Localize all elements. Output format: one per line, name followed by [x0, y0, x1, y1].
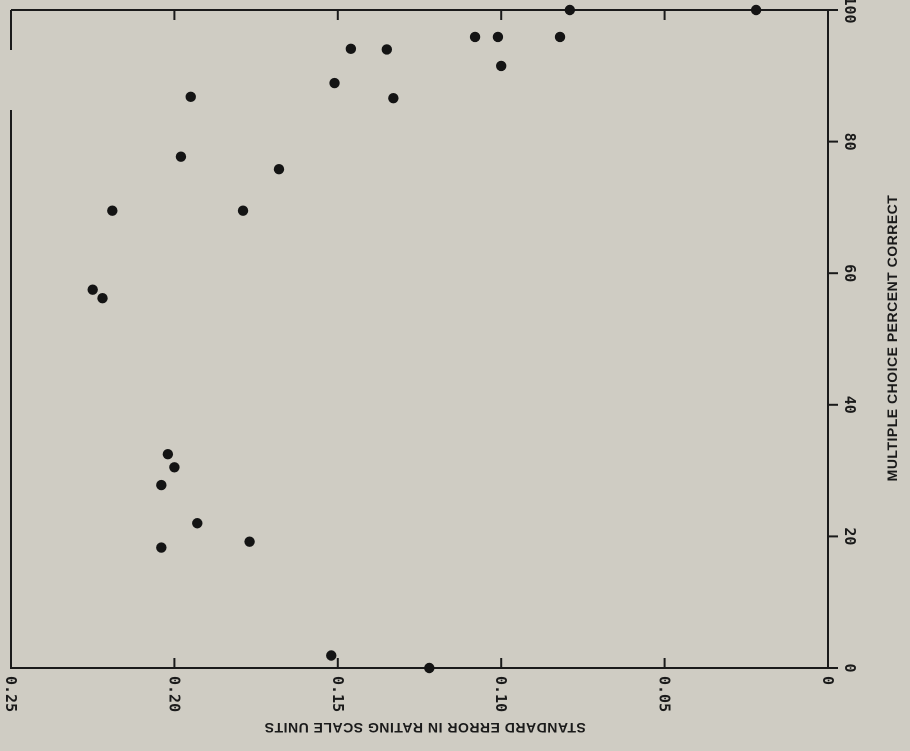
data-point [192, 518, 203, 529]
data-point [381, 44, 393, 55]
data-point [424, 662, 435, 674]
y-tick-label: 60 [841, 264, 859, 282]
data-point [156, 542, 167, 553]
data-point [107, 205, 118, 216]
data-point [564, 4, 576, 16]
data-point [388, 92, 399, 104]
x-axis-title: STANDARD ERROR IN RATING SCALE UNITS [264, 720, 586, 736]
data-points [87, 4, 762, 674]
x-tick-label: 0 [819, 676, 837, 685]
data-point [496, 60, 507, 72]
data-point [329, 77, 340, 89]
data-point [87, 284, 98, 295]
data-point [244, 536, 255, 547]
plot-frame [10, 9, 829, 669]
y-tick-label: 100 [841, 0, 859, 24]
y-tick-label: 40 [841, 396, 859, 414]
x-tick-label: 0.10 [492, 676, 510, 712]
y-tick-label: 80 [841, 133, 859, 151]
data-point [492, 31, 504, 43]
x-tick-label: 0.15 [329, 676, 347, 712]
data-point [750, 4, 762, 16]
data-point [97, 293, 108, 304]
data-point [469, 31, 481, 43]
y-axis-title: MULTIPLE CHOICE PERCENT CORRECT [884, 195, 900, 482]
data-point [169, 462, 180, 473]
data-point [273, 164, 285, 175]
data-point [345, 43, 357, 55]
y-tick-label: 0 [841, 663, 859, 672]
data-point [185, 91, 196, 103]
x-tick-label: 0.20 [165, 676, 183, 712]
x-tick-label: 0.05 [656, 676, 674, 712]
data-point [175, 151, 187, 162]
y-axis-ticks: 0 20 40 60 80 100 [828, 0, 859, 673]
x-axis-ticks: 0.25 0.20 0.15 0.10 0.05 0 [2, 10, 837, 712]
data-point [162, 448, 174, 460]
y-tick-label: 20 [841, 527, 859, 545]
data-point [156, 479, 167, 491]
data-point [237, 205, 249, 216]
data-point [326, 650, 337, 661]
x-tick-label: 0.25 [2, 676, 20, 712]
data-point [554, 31, 566, 43]
